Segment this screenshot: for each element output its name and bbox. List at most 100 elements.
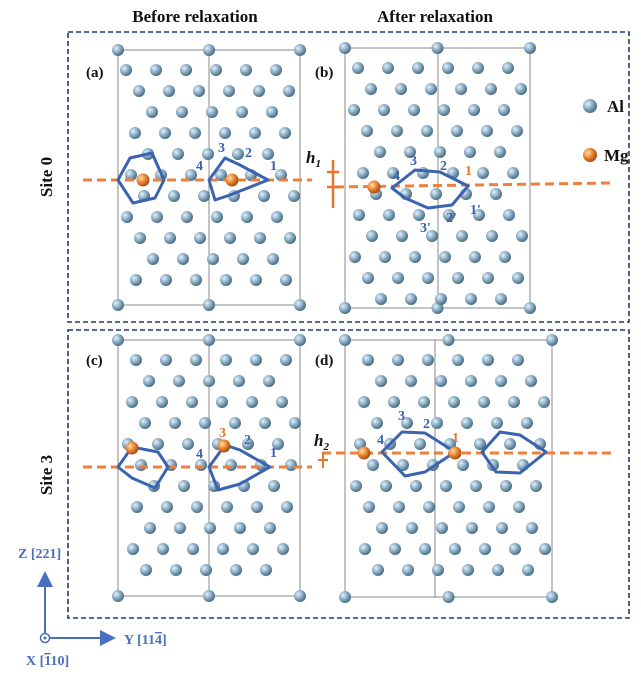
- al-atom: [546, 334, 558, 346]
- al-atom: [194, 232, 206, 244]
- al-atom: [139, 417, 151, 429]
- al-atom: [130, 354, 142, 366]
- al-atom: [494, 146, 506, 158]
- al-atom: [126, 396, 138, 408]
- al-atom: [172, 148, 184, 160]
- atom-label: 1: [270, 159, 277, 174]
- al-atom: [448, 396, 460, 408]
- al-atom: [190, 274, 202, 286]
- al-atom: [289, 417, 301, 429]
- al-atom: [281, 501, 293, 513]
- al-atom: [508, 396, 520, 408]
- al-atom: [408, 104, 420, 116]
- atom-label: 4: [393, 169, 400, 184]
- al-atom: [434, 146, 446, 158]
- al-atom: [421, 125, 433, 137]
- al-atom: [443, 591, 455, 603]
- legend-swatch: [583, 148, 597, 162]
- al-atom: [507, 167, 519, 179]
- atom-label: 2: [245, 146, 252, 161]
- al-atom: [461, 417, 473, 429]
- atom-label: 1: [270, 446, 277, 461]
- al-atom: [217, 543, 229, 555]
- al-atom: [216, 396, 228, 408]
- al-atom: [144, 522, 156, 534]
- legend-label: Mg: [604, 146, 629, 165]
- al-atom: [112, 334, 124, 346]
- row-label: Site 3: [37, 455, 56, 495]
- al-atom: [353, 209, 365, 221]
- al-atom: [264, 522, 276, 534]
- al-atom: [464, 146, 476, 158]
- al-atom: [485, 83, 497, 95]
- al-atom: [232, 148, 244, 160]
- al-atom: [492, 564, 504, 576]
- al-atom: [453, 501, 465, 513]
- al-atom: [186, 396, 198, 408]
- al-atom: [294, 44, 306, 56]
- al-atom: [250, 354, 262, 366]
- al-atom: [258, 190, 270, 202]
- al-atom: [515, 83, 527, 95]
- al-atom: [143, 375, 155, 387]
- al-atom: [187, 543, 199, 555]
- al-atom: [348, 104, 360, 116]
- al-atom: [221, 501, 233, 513]
- al-atom: [402, 564, 414, 576]
- al-atom: [456, 230, 468, 242]
- al-atom: [339, 334, 351, 346]
- al-atom: [173, 375, 185, 387]
- al-atom: [396, 230, 408, 242]
- al-atom: [472, 62, 484, 74]
- al-atom: [383, 209, 395, 221]
- al-atom: [266, 106, 278, 118]
- al-atom: [133, 85, 145, 97]
- al-atom: [495, 375, 507, 387]
- al-atom: [160, 354, 172, 366]
- al-atom: [435, 293, 447, 305]
- al-atom: [157, 543, 169, 555]
- al-atom: [203, 299, 215, 311]
- al-atom: [294, 299, 306, 311]
- al-atom: [294, 590, 306, 602]
- al-atom: [530, 480, 542, 492]
- al-atom: [502, 62, 514, 74]
- al-atom: [170, 564, 182, 576]
- al-atom: [288, 190, 300, 202]
- mg-atoms: [126, 174, 462, 460]
- al-atom: [512, 272, 524, 284]
- al-atom: [294, 334, 306, 346]
- al-atom: [233, 375, 245, 387]
- al-atom: [504, 438, 516, 450]
- al-atom: [436, 522, 448, 534]
- al-atom: [491, 417, 503, 429]
- al-atom: [129, 127, 141, 139]
- al-atom: [236, 106, 248, 118]
- al-atom: [280, 274, 292, 286]
- al-atom: [339, 591, 351, 603]
- panel-label: (d): [315, 353, 333, 369]
- al-atom: [206, 106, 218, 118]
- al-atom: [180, 64, 192, 76]
- al-atom: [199, 417, 211, 429]
- al-atom: [181, 211, 193, 223]
- al-atom: [422, 354, 434, 366]
- al-atom: [365, 83, 377, 95]
- al-atom: [207, 253, 219, 265]
- al-atom: [241, 211, 253, 223]
- al-atom: [486, 230, 498, 242]
- al-atom: [169, 417, 181, 429]
- atom-label: 3: [219, 426, 226, 441]
- al-atom: [418, 396, 430, 408]
- al-atom: [176, 106, 188, 118]
- al-atom: [140, 564, 152, 576]
- al-atom: [267, 253, 279, 265]
- atom-label: 2: [244, 433, 251, 448]
- al-atom: [405, 293, 417, 305]
- al-atom: [478, 396, 490, 408]
- column-header: After relaxation: [377, 7, 494, 26]
- al-atom: [191, 501, 203, 513]
- site-box: [68, 32, 629, 322]
- atom-label: 4: [196, 159, 203, 174]
- al-atom: [220, 354, 232, 366]
